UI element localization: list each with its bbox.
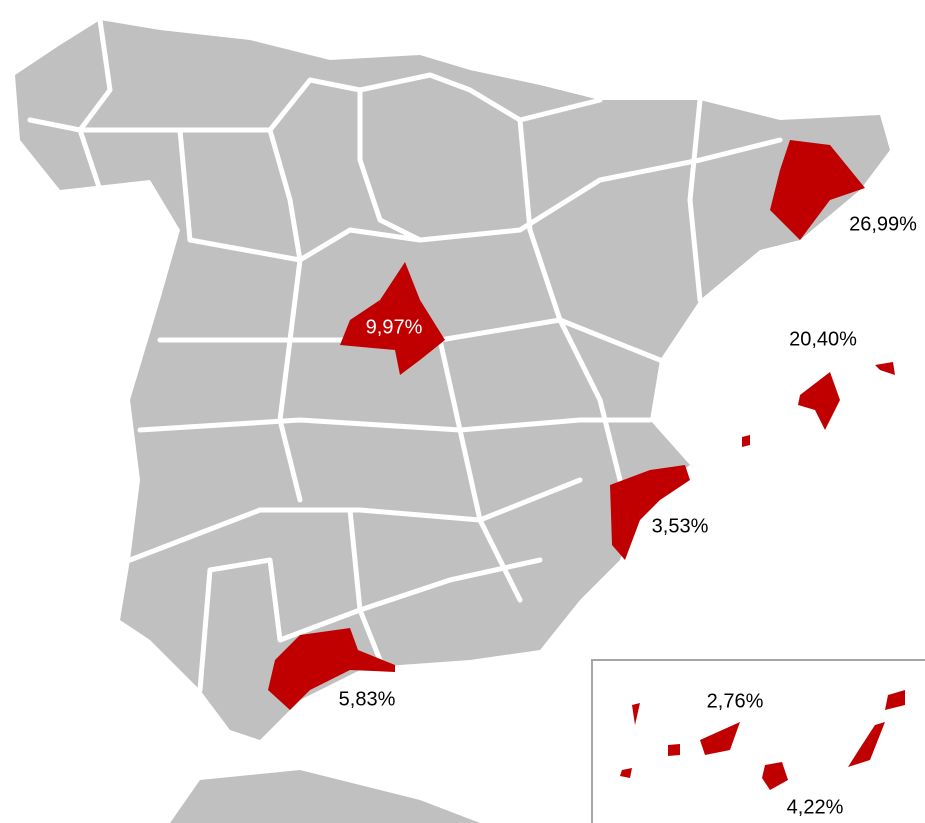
value-label: 2,76% — [707, 690, 764, 712]
mainland — [15, 20, 890, 740]
canary-inset — [591, 659, 925, 823]
gomera — [668, 744, 680, 756]
border — [687, 97, 703, 303]
value-label: 4,22% — [787, 796, 844, 818]
border — [267, 127, 303, 503]
madrid — [340, 262, 445, 375]
barcelona — [770, 140, 865, 240]
gran-canaria — [762, 762, 788, 790]
border — [437, 337, 523, 603]
inset-frame — [591, 659, 925, 823]
hierro — [620, 768, 632, 778]
base-map — [15, 20, 890, 823]
tenerife — [700, 722, 740, 755]
alicante — [610, 465, 690, 560]
highlighted-regions — [268, 140, 895, 710]
africa-coast — [170, 770, 480, 823]
border — [347, 507, 383, 663]
border — [27, 72, 603, 133]
value-label: 5,83% — [339, 688, 396, 710]
value-label: 20,40% — [789, 328, 857, 350]
border — [77, 17, 113, 193]
value-label: 3,53% — [652, 515, 709, 537]
value-label: 9,97% — [366, 316, 423, 338]
border — [197, 557, 543, 693]
ibiza — [742, 435, 750, 447]
value-label: 26,99% — [849, 213, 917, 235]
border — [357, 87, 423, 243]
lanzarote — [885, 690, 905, 710]
malaga — [268, 628, 395, 710]
fuerteventura — [848, 722, 885, 767]
menorca — [875, 362, 895, 375]
border — [127, 477, 583, 563]
value-labels: 26,99% 20,40% 9,97% 3,53% 5,83% 2,76% 4,… — [339, 213, 917, 818]
la-palma — [632, 703, 640, 725]
mallorca — [798, 372, 840, 430]
